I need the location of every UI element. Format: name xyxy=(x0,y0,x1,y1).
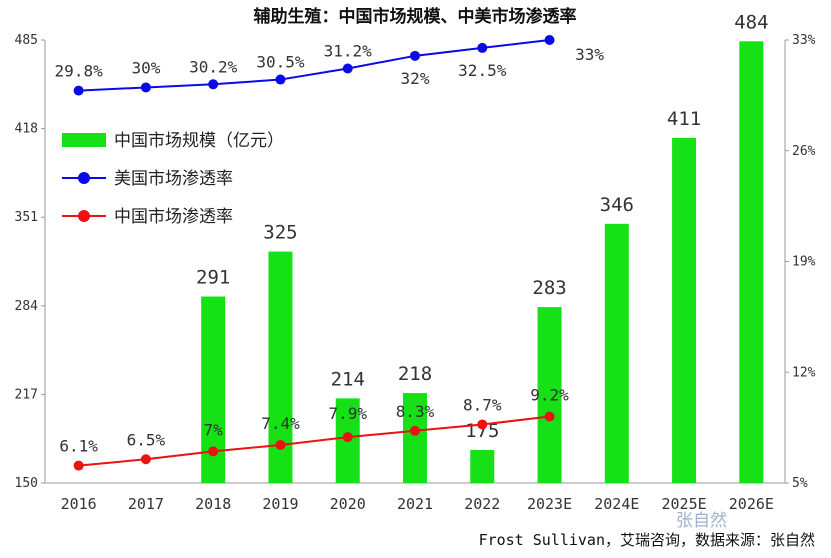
cn-rate-point xyxy=(275,440,286,451)
bar-data-label: 283 xyxy=(532,277,566,299)
cn-rate-point xyxy=(342,432,353,443)
bar-data-label: 484 xyxy=(734,11,768,33)
legend-label: 中国市场规模（亿元） xyxy=(114,131,284,151)
cn-rate-point xyxy=(140,454,151,465)
us-rate-point xyxy=(208,79,219,90)
x-tick-label: 2021 xyxy=(397,495,433,513)
bar-data-label: 291 xyxy=(196,267,230,289)
legend-label: 中国市场渗透率 xyxy=(114,207,233,227)
cn-rate-label: 6.1% xyxy=(59,437,98,456)
cn-rate-label: 8.3% xyxy=(396,402,435,421)
us-rate-label: 32% xyxy=(401,69,430,88)
x-tick-label: 2017 xyxy=(128,495,164,513)
us-rate-point xyxy=(140,82,151,93)
y-left-tick-label: 284 xyxy=(15,299,39,314)
bar xyxy=(672,137,697,483)
bar xyxy=(537,307,562,483)
us-rate-label: 32.5% xyxy=(458,61,507,80)
cn-rate-point xyxy=(477,419,488,430)
us-rate-label: 30.2% xyxy=(189,57,238,76)
cn-rate-label: 7% xyxy=(204,420,224,439)
y-right-tick-label: 19% xyxy=(792,255,816,270)
us-rate-label: 30.5% xyxy=(256,53,305,72)
us-rate-point xyxy=(410,50,420,61)
bar-data-label: 214 xyxy=(331,368,365,390)
bar-data-label: 218 xyxy=(398,363,432,385)
cn-rate-label: 8.7% xyxy=(463,395,502,414)
us-rate-point xyxy=(477,42,488,53)
cn-rate-label: 7.9% xyxy=(328,404,367,423)
us-rate-label: 29.8% xyxy=(55,62,104,81)
x-tick-label: 2020 xyxy=(330,495,366,513)
y-right-tick-label: 12% xyxy=(792,365,816,380)
x-tick-label: 2016 xyxy=(61,495,97,513)
y-left-tick-label: 485 xyxy=(15,33,38,48)
cn-rate-line xyxy=(78,415,550,467)
y-right-tick-label: 5% xyxy=(792,476,808,491)
y-left-tick-label: 217 xyxy=(15,387,38,402)
chart-title: 辅助生殖：中国市场规模、中美市场渗透率 xyxy=(254,6,577,27)
cn-rate-point xyxy=(410,425,420,436)
x-tick-label: 2018 xyxy=(195,495,231,513)
bar xyxy=(470,449,495,483)
x-tick-label: 2023E xyxy=(527,495,572,513)
cn-rate-label: 6.5% xyxy=(127,430,166,449)
bar xyxy=(739,41,764,483)
us-rate-label: 30% xyxy=(131,58,160,77)
y-left-tick-label: 418 xyxy=(15,122,38,137)
legend-label: 美国市场渗透率 xyxy=(114,169,233,189)
y-right-tick-label: 26% xyxy=(792,144,816,159)
cn-rate-label: 7.4% xyxy=(261,414,300,433)
legend-swatch-marker xyxy=(78,210,90,222)
y-left-tick-label: 150 xyxy=(15,476,38,491)
us-rate-line xyxy=(78,39,550,92)
y-left-tick-label: 351 xyxy=(15,210,38,225)
us-rate-point xyxy=(73,85,84,96)
axes: 150 217 284 351 418 485 5% 12% 19% 26% 33% 2016 2017… xyxy=(15,33,816,513)
legend-swatch-bar xyxy=(62,133,106,147)
us-rate-point xyxy=(275,74,286,85)
cn-rate-point xyxy=(544,411,555,422)
x-tick-label: 2025E xyxy=(662,495,707,513)
legend-swatch-marker xyxy=(78,172,90,184)
x-tick-label: 2019 xyxy=(262,495,298,513)
bar xyxy=(604,223,629,483)
bar-data-label: 346 xyxy=(600,194,634,216)
cn-rate-label: 9.2% xyxy=(530,386,569,405)
bar xyxy=(403,393,427,483)
x-tick-label: 2026E xyxy=(729,495,774,513)
x-tick-label: 2024E xyxy=(594,495,639,513)
us-rate-label: 33% xyxy=(575,45,604,64)
us-rate-label: 31.2% xyxy=(324,41,373,60)
x-tick-label: 2022 xyxy=(464,495,500,513)
watermark: 张自然 xyxy=(676,511,727,531)
bar-data-label: 325 xyxy=(263,222,297,244)
source-note: Frost Sullivan，艾瑞咨询，数据来源：张自然 xyxy=(479,531,815,549)
lines: 29.8% 30% 30.2% 30.5% 31.2% 32% 32.5% 33% 6.1% 6.… xyxy=(55,35,604,471)
us-rate-point xyxy=(544,35,555,45)
us-rate-point xyxy=(342,63,353,74)
cn-rate-point xyxy=(73,460,84,471)
cn-rate-point xyxy=(208,446,219,457)
bar-data-label: 411 xyxy=(667,108,701,130)
y-right-tick-label: 33% xyxy=(792,33,816,48)
